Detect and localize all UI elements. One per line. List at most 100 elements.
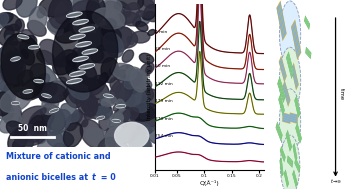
Ellipse shape — [0, 26, 14, 46]
Ellipse shape — [88, 0, 99, 5]
Ellipse shape — [93, 103, 111, 115]
FancyBboxPatch shape — [284, 83, 290, 103]
Ellipse shape — [52, 77, 67, 94]
Ellipse shape — [70, 18, 94, 34]
FancyBboxPatch shape — [277, 7, 283, 40]
Ellipse shape — [77, 43, 90, 46]
FancyBboxPatch shape — [280, 95, 284, 111]
FancyBboxPatch shape — [279, 79, 285, 99]
Ellipse shape — [11, 102, 19, 105]
Ellipse shape — [21, 48, 34, 65]
Ellipse shape — [24, 91, 32, 92]
FancyBboxPatch shape — [286, 133, 291, 150]
Ellipse shape — [113, 107, 132, 122]
FancyBboxPatch shape — [291, 67, 296, 90]
Ellipse shape — [79, 64, 94, 69]
Ellipse shape — [82, 99, 112, 120]
Ellipse shape — [49, 85, 57, 95]
Ellipse shape — [3, 53, 23, 80]
Ellipse shape — [65, 114, 79, 131]
FancyBboxPatch shape — [279, 3, 285, 36]
FancyBboxPatch shape — [291, 19, 301, 60]
Ellipse shape — [61, 103, 79, 122]
Ellipse shape — [40, 94, 48, 101]
FancyBboxPatch shape — [282, 112, 291, 124]
Ellipse shape — [16, 0, 37, 17]
Ellipse shape — [110, 78, 121, 92]
Ellipse shape — [34, 81, 43, 82]
Ellipse shape — [84, 113, 92, 118]
Ellipse shape — [0, 13, 13, 24]
X-axis label: Q(Å⁻¹): Q(Å⁻¹) — [200, 180, 220, 186]
FancyBboxPatch shape — [279, 97, 284, 114]
FancyBboxPatch shape — [295, 123, 302, 144]
Ellipse shape — [127, 36, 134, 45]
Ellipse shape — [105, 26, 137, 48]
Ellipse shape — [99, 73, 108, 84]
Ellipse shape — [84, 95, 89, 103]
Ellipse shape — [68, 13, 81, 16]
Ellipse shape — [82, 119, 88, 127]
Ellipse shape — [86, 128, 110, 146]
Ellipse shape — [21, 50, 29, 58]
FancyBboxPatch shape — [287, 160, 292, 167]
Ellipse shape — [125, 84, 147, 114]
Ellipse shape — [80, 78, 109, 99]
Circle shape — [279, 47, 301, 113]
Ellipse shape — [77, 0, 96, 9]
FancyBboxPatch shape — [295, 99, 299, 116]
FancyBboxPatch shape — [279, 96, 284, 112]
FancyBboxPatch shape — [292, 66, 297, 88]
FancyBboxPatch shape — [295, 161, 300, 171]
FancyBboxPatch shape — [293, 171, 297, 185]
FancyBboxPatch shape — [277, 124, 282, 138]
Ellipse shape — [0, 47, 19, 71]
FancyBboxPatch shape — [287, 54, 293, 75]
Ellipse shape — [104, 94, 113, 98]
Ellipse shape — [18, 36, 28, 38]
Circle shape — [279, 1, 301, 67]
FancyBboxPatch shape — [306, 47, 311, 54]
FancyBboxPatch shape — [284, 81, 290, 101]
FancyBboxPatch shape — [306, 50, 311, 57]
Ellipse shape — [112, 119, 120, 122]
FancyBboxPatch shape — [277, 77, 286, 103]
Ellipse shape — [98, 21, 112, 37]
Ellipse shape — [102, 25, 121, 41]
Ellipse shape — [55, 23, 84, 43]
FancyBboxPatch shape — [295, 127, 300, 143]
Ellipse shape — [139, 53, 154, 64]
Ellipse shape — [113, 109, 130, 126]
Ellipse shape — [73, 48, 85, 61]
Ellipse shape — [72, 1, 101, 19]
FancyBboxPatch shape — [287, 159, 293, 166]
FancyBboxPatch shape — [287, 131, 292, 147]
Ellipse shape — [104, 95, 112, 97]
Ellipse shape — [35, 126, 47, 143]
Ellipse shape — [42, 94, 51, 98]
Ellipse shape — [0, 80, 14, 106]
Ellipse shape — [151, 108, 157, 115]
Ellipse shape — [33, 121, 47, 131]
FancyBboxPatch shape — [294, 100, 299, 117]
Ellipse shape — [67, 79, 82, 84]
Ellipse shape — [113, 120, 120, 121]
Ellipse shape — [108, 113, 124, 129]
FancyBboxPatch shape — [281, 56, 286, 77]
Ellipse shape — [53, 11, 118, 92]
Ellipse shape — [37, 7, 46, 18]
Ellipse shape — [84, 109, 96, 119]
Ellipse shape — [96, 26, 122, 52]
Ellipse shape — [132, 81, 153, 101]
FancyBboxPatch shape — [283, 119, 290, 123]
FancyBboxPatch shape — [285, 170, 289, 184]
Ellipse shape — [129, 70, 143, 88]
Ellipse shape — [116, 129, 132, 143]
Ellipse shape — [17, 70, 33, 84]
Ellipse shape — [111, 111, 129, 126]
Ellipse shape — [131, 31, 150, 43]
Ellipse shape — [49, 0, 71, 29]
FancyBboxPatch shape — [276, 121, 283, 141]
Ellipse shape — [88, 75, 105, 95]
Ellipse shape — [0, 87, 32, 112]
